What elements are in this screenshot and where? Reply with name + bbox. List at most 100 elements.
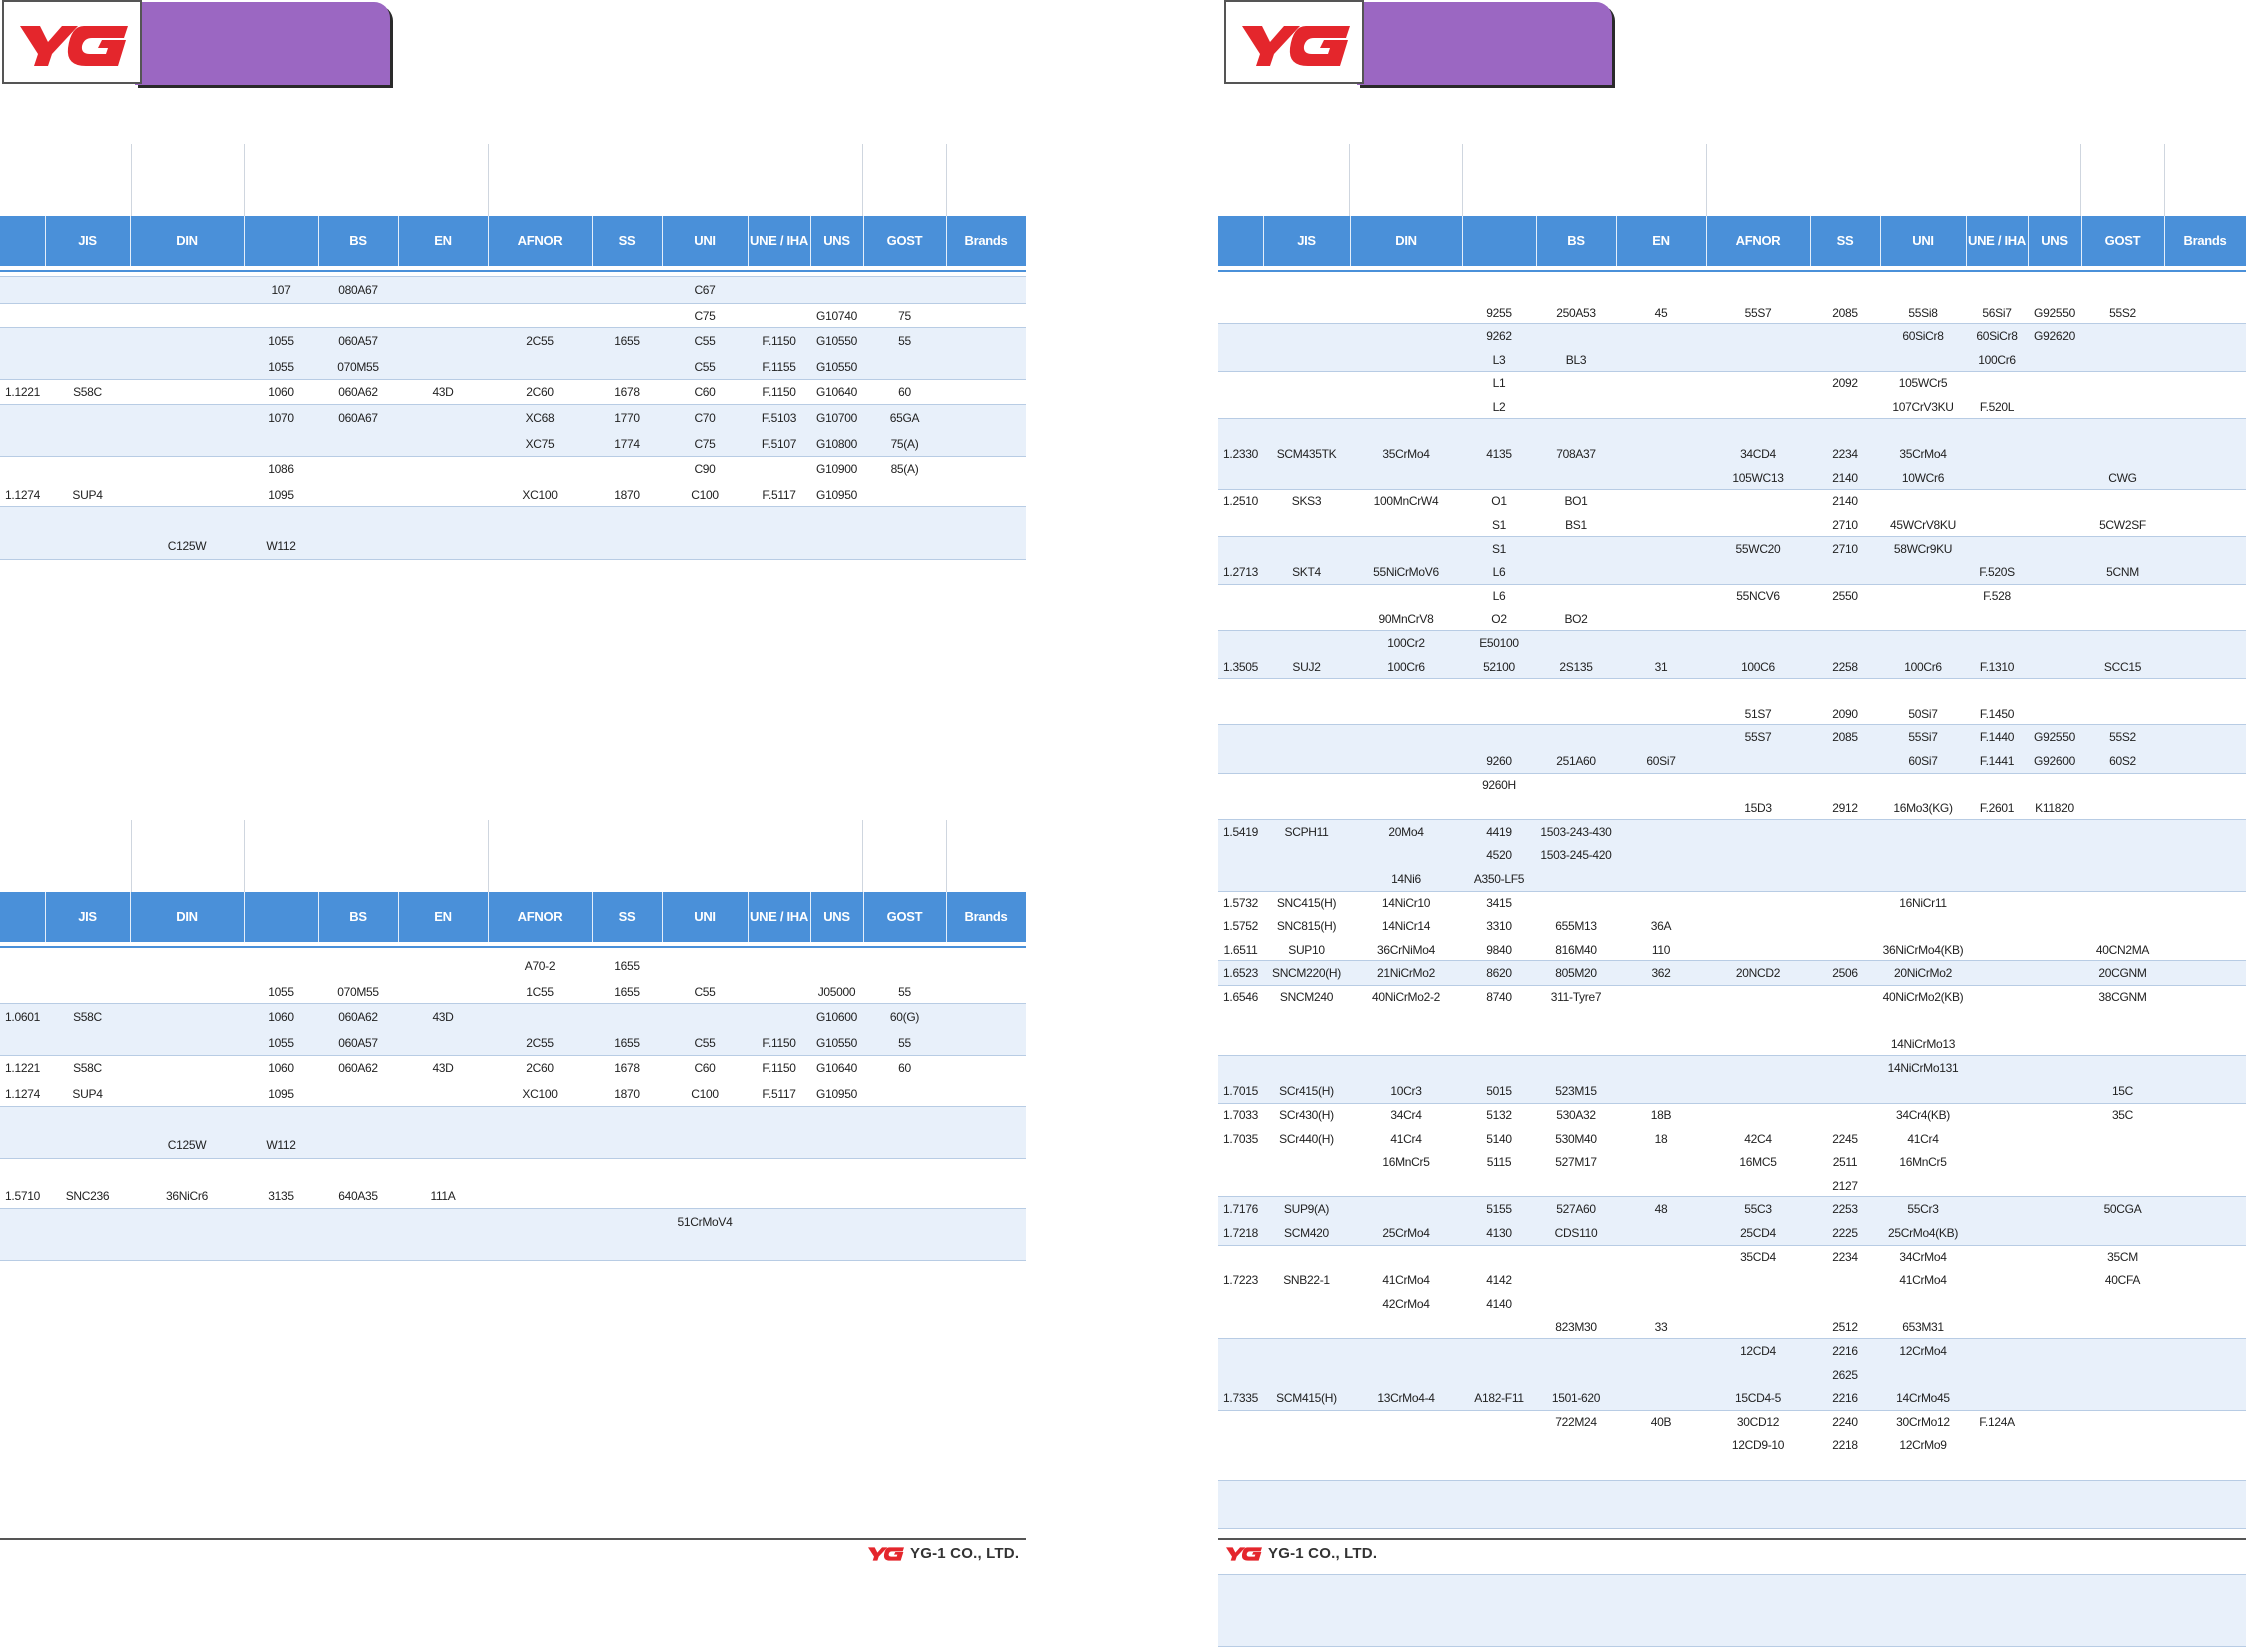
table-cell: 2085 bbox=[1832, 730, 1858, 745]
table-cell: C100 bbox=[691, 487, 719, 502]
table-cell: 12CrMo9 bbox=[1899, 1438, 1947, 1453]
table-cell: L1 bbox=[1492, 376, 1506, 391]
column-header: UNS bbox=[823, 909, 850, 924]
header-divider bbox=[863, 216, 864, 266]
column-header: AFNOR bbox=[1735, 233, 1781, 248]
table-cell: 1055 bbox=[268, 359, 294, 374]
table-cell: 2240 bbox=[1832, 1414, 1858, 1429]
table-cell: 060A67 bbox=[338, 411, 378, 425]
table-cell: 2S135 bbox=[1559, 659, 1593, 674]
table-cell: 60SiCr8 bbox=[1976, 329, 2018, 344]
table-cell: 31 bbox=[1654, 659, 1668, 674]
table-cell: 34CD4 bbox=[1740, 447, 1776, 462]
group-divider bbox=[488, 820, 489, 892]
table-cell: C55 bbox=[694, 1035, 716, 1050]
header-divider bbox=[1706, 216, 1707, 266]
table-row bbox=[0, 562, 1026, 588]
header-divider bbox=[2028, 216, 2029, 266]
table-group-header bbox=[0, 144, 1026, 216]
table-row: 1.3505 SUJ2 100Cr6 52100 2S135 31 100C6 2258 100… bbox=[1218, 658, 2246, 682]
table-cell: 43D bbox=[432, 1061, 454, 1076]
table-cell: 14NiCrMo13 bbox=[1890, 1037, 1956, 1052]
table-cell: G10900 bbox=[816, 462, 857, 477]
column-header: UNI bbox=[694, 909, 716, 924]
table-cell: 5CW2SF bbox=[2099, 518, 2146, 532]
table-cell: S58C bbox=[73, 385, 102, 400]
table-cell: 35CD4 bbox=[1740, 1249, 1776, 1264]
table-cell: 110 bbox=[1651, 942, 1671, 957]
header-title-bar bbox=[1357, 2, 1612, 85]
table-cell: E50100 bbox=[1479, 636, 1519, 650]
table-cell: 3415 bbox=[1486, 895, 1512, 910]
table-cell: 107CrV3KU bbox=[1892, 400, 1954, 414]
table-cell: 14Ni6 bbox=[1391, 872, 1421, 886]
table-cell: 45WCrV8KU bbox=[1890, 518, 1956, 532]
table-cell: 362 bbox=[1651, 966, 1671, 981]
table-cell: 14NiCr10 bbox=[1381, 895, 1431, 910]
table-row: 1.1274 SUP4 1095 XC100 1870 C100 F.5117 G10950 bbox=[0, 485, 1026, 511]
table-cell: SNCM240 bbox=[1279, 990, 1334, 1004]
table-row: 1.2510 SKS3 100MnCrW4 O1 BO1 2140 bbox=[1218, 492, 2246, 516]
table-cell: 20Mo4 bbox=[1388, 824, 1424, 839]
header-divider bbox=[398, 892, 399, 942]
table-cell: 25CrMo4(KB) bbox=[1887, 1226, 1959, 1240]
column-header bbox=[1462, 216, 1536, 266]
table-cell: K11820 bbox=[2035, 801, 2074, 816]
table-cell: G92600 bbox=[2034, 754, 2075, 768]
table-cell: 85(A) bbox=[890, 462, 919, 477]
table-cell: 1.1274 bbox=[5, 487, 40, 502]
table-cell: G10700 bbox=[816, 411, 857, 425]
company-name: YG-1 CO., LTD. bbox=[1268, 1545, 1378, 1562]
header-divider bbox=[1350, 216, 1351, 266]
table-row: 2127 bbox=[1218, 1177, 2246, 1201]
header-divider bbox=[1880, 216, 1881, 266]
table-cell: 100Cr2 bbox=[1387, 636, 1425, 650]
table-row: 12CD9-10 2218 12CrMo9 bbox=[1218, 1436, 2246, 1460]
header-divider bbox=[748, 216, 749, 266]
table-cell: 33 bbox=[1654, 1320, 1668, 1335]
table-row: 9262 60SiCr8 60SiCr8 G92620 bbox=[1218, 327, 2246, 351]
table-cell: 55Si8 bbox=[1908, 305, 1938, 320]
table-row bbox=[0, 1161, 1026, 1187]
table-cell: L2 bbox=[1492, 400, 1506, 414]
column-header: UNS bbox=[823, 233, 850, 248]
table-cell: 2506 bbox=[1832, 966, 1858, 981]
group-divider bbox=[131, 144, 132, 216]
table-cell: 40CFA bbox=[2104, 1273, 2141, 1288]
table-cell: SCM435TK bbox=[1276, 447, 1337, 462]
header-divider bbox=[592, 216, 593, 266]
group-divider bbox=[1462, 144, 1463, 216]
group-divider bbox=[946, 820, 947, 892]
column-header bbox=[244, 216, 318, 266]
column-header: BS bbox=[349, 909, 367, 924]
table-cell: 530A32 bbox=[1556, 1108, 1596, 1122]
table-cell: 55S7 bbox=[1744, 730, 1772, 745]
table-cell: G92550 bbox=[2034, 305, 2075, 320]
table-cell: 90MnCrV8 bbox=[1378, 612, 1434, 627]
table-cell: 8740 bbox=[1486, 990, 1512, 1004]
table-cell: G10950 bbox=[816, 487, 857, 502]
table-cell: 2090 bbox=[1832, 706, 1858, 721]
table-cell: 060A57 bbox=[338, 1035, 378, 1050]
table-cell: 40NiCrMo2-2 bbox=[1371, 990, 1441, 1004]
table-cell: 10WCr6 bbox=[1901, 470, 1945, 485]
table-row: 14NiCrMo131 bbox=[1218, 1059, 2246, 1083]
footer-rule bbox=[1218, 1538, 2246, 1540]
header-underline bbox=[0, 270, 1026, 272]
header-divider bbox=[1263, 216, 1264, 266]
table-cell: L6 bbox=[1492, 588, 1506, 603]
table-cell: C125W bbox=[167, 539, 207, 553]
header-underline bbox=[0, 946, 1026, 948]
table-row: 1055 070M55 C55 F.1155 G10550 bbox=[0, 357, 1026, 383]
table-cell: BS1 bbox=[1565, 518, 1587, 532]
table-cell: 1870 bbox=[614, 1087, 640, 1101]
table-cell: 100Cr6 bbox=[1904, 659, 1942, 674]
table-cell: 1774 bbox=[614, 436, 640, 451]
table-cell: 5CNM bbox=[2106, 565, 2139, 580]
table-cell: 2085 bbox=[1832, 305, 1858, 320]
table-cell: 15CD4-5 bbox=[1735, 1391, 1781, 1406]
table-cell: 2C60 bbox=[526, 385, 554, 400]
table-cell: 060A62 bbox=[338, 1061, 378, 1076]
table-cell: 34CrMo4 bbox=[1899, 1249, 1947, 1264]
table-cell: 36NiCr6 bbox=[166, 1189, 208, 1204]
